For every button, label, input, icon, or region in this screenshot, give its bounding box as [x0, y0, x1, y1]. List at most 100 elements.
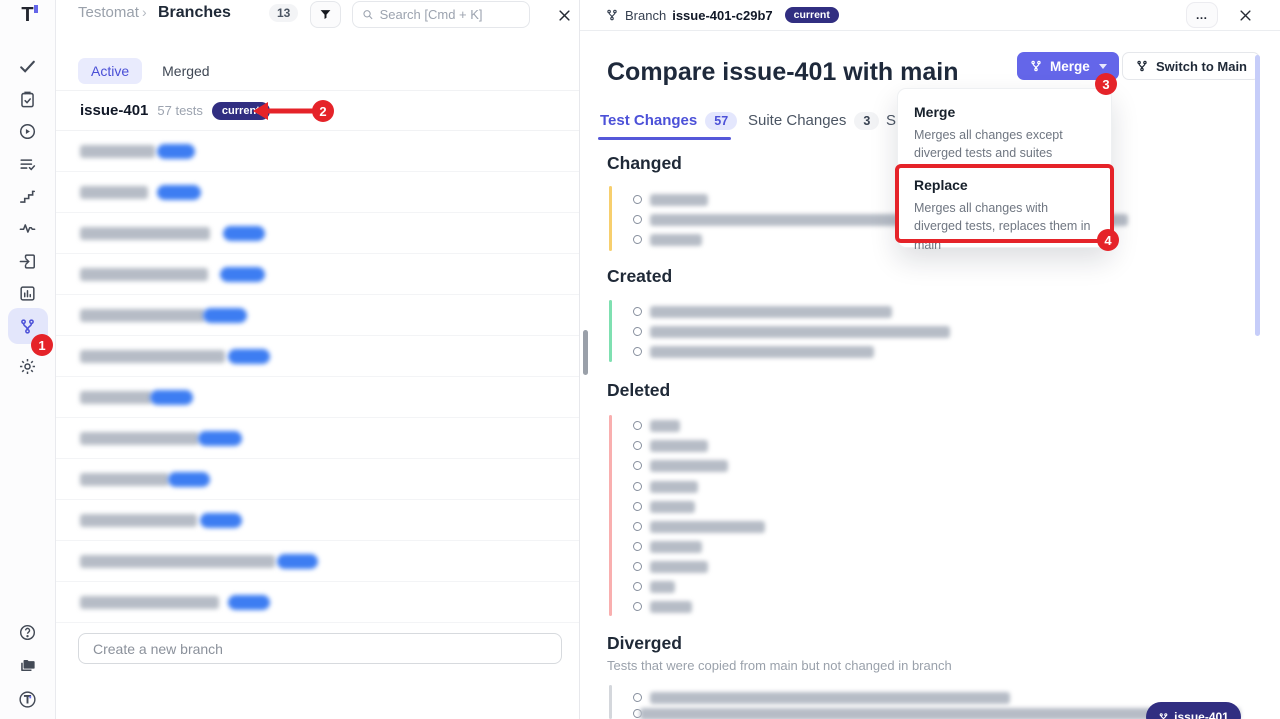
branch-row[interactable] [56, 541, 579, 582]
redacted-test-title [650, 501, 695, 513]
drawer-scrollbar-handle[interactable] [583, 330, 588, 375]
redacted-branch-badge [203, 308, 247, 323]
branch-tests-count: 57 tests [157, 103, 203, 118]
play-circle-icon[interactable] [15, 118, 41, 144]
projects-folder-icon[interactable] [15, 652, 41, 678]
section-title-diverged: Diverged [607, 633, 682, 653]
redacted-branch-name [80, 391, 152, 404]
redacted-test-title [650, 481, 698, 493]
search-box[interactable] [352, 1, 530, 28]
panel-scrollbar[interactable] [1255, 55, 1260, 336]
annotation-highlight-box [895, 164, 1114, 243]
bar-chart-icon[interactable] [15, 280, 41, 306]
pulse-icon[interactable] [15, 215, 41, 241]
check-nav-icon[interactable] [15, 53, 41, 79]
branch-row[interactable] [56, 131, 579, 172]
test-state-bullet [633, 441, 642, 450]
branches-count-badge: 13 [269, 4, 299, 22]
chevron-down-icon [1098, 63, 1107, 69]
redacted-branch-badge [228, 349, 270, 364]
branch-row-current[interactable]: issue-401 57 tests current [56, 91, 579, 131]
search-input[interactable] [379, 7, 520, 22]
panel-close-icon[interactable] [1234, 4, 1256, 26]
branch-row[interactable] [56, 500, 579, 541]
redacted-test-title [650, 460, 728, 472]
tab-merged[interactable]: Merged [162, 63, 210, 79]
redacted-test-title [650, 234, 702, 246]
branch-row[interactable] [56, 459, 579, 500]
breadcrumb-app[interactable]: Testomat [78, 4, 139, 21]
branch-row[interactable] [56, 295, 579, 336]
branch-row[interactable] [56, 336, 579, 377]
current-branch-pill-label: issue-401 [1174, 710, 1229, 719]
more-options-button[interactable]: … [1186, 2, 1218, 28]
redacted-branch-badge [220, 267, 265, 282]
redacted-branch-name [80, 432, 199, 445]
test-state-bullet [633, 542, 642, 551]
redacted-branch-name [80, 596, 219, 609]
branch-row[interactable] [56, 377, 579, 418]
test-state-bullet [633, 307, 642, 316]
clipboard-check-icon[interactable] [15, 86, 41, 112]
settings-gear-icon[interactable] [15, 353, 41, 379]
help-icon[interactable] [15, 619, 41, 645]
redacted-branch-name [80, 227, 210, 240]
section-title-changed: Changed [607, 153, 682, 173]
steps-icon[interactable] [15, 183, 41, 209]
redacted-branch-badge [277, 554, 318, 569]
tab-third-truncated[interactable]: S [886, 112, 896, 129]
branches-nav-icon[interactable] [15, 313, 41, 339]
switch-button-label: Switch to Main [1156, 58, 1247, 74]
funnel-icon [320, 10, 331, 20]
redacted-branch-badge [198, 431, 242, 446]
redacted-branch-name [80, 309, 205, 322]
redacted-branch-name [80, 555, 275, 568]
redacted-test-title [650, 346, 874, 358]
branch-row[interactable] [56, 213, 579, 254]
drawer-close-icon[interactable] [552, 3, 576, 27]
import-run-icon[interactable] [15, 248, 41, 274]
tab-test-changes[interactable]: Test Changes 57 [600, 112, 738, 130]
merge-button-label: Merge [1050, 58, 1090, 74]
redacted-test-title [650, 541, 702, 553]
test-state-bullet [633, 582, 642, 591]
tab-active[interactable]: Active [78, 58, 143, 84]
redacted-test-title [650, 326, 950, 338]
test-state-bullet [633, 562, 642, 571]
redacted-branch-badge [228, 595, 270, 610]
current-badge: current [211, 101, 270, 120]
branch-list: issue-401 57 tests current [56, 90, 579, 623]
test-state-bullet [633, 215, 642, 224]
list-check-icon[interactable] [15, 151, 41, 177]
test-state-bullet [633, 327, 642, 336]
current-badge: current [784, 7, 839, 23]
create-branch-input[interactable] [78, 633, 562, 664]
account-logo-icon[interactable] [15, 686, 41, 712]
branch-name: issue-401-c29b7 [672, 7, 773, 23]
section-title-created: Created [607, 266, 673, 286]
changed-section-bar [609, 186, 612, 251]
tab-count-badge: 57 [705, 112, 738, 130]
filter-button[interactable] [310, 1, 341, 28]
branch-row[interactable] [56, 172, 579, 213]
sidebar: T [0, 0, 56, 719]
current-branch-pill[interactable]: issue-401 [1146, 702, 1241, 719]
test-state-bullet [633, 195, 642, 204]
redacted-branch-name [80, 186, 148, 199]
test-state-bullet [633, 482, 642, 491]
section-title-deleted: Deleted [607, 380, 671, 400]
branch-icon [1159, 712, 1168, 719]
branch-row[interactable] [56, 418, 579, 459]
test-state-bullet [633, 461, 642, 470]
search-icon [363, 10, 373, 20]
branch-row[interactable] [56, 254, 579, 295]
redacted-branch-badge [223, 226, 265, 241]
redacted-test-title [640, 708, 1240, 719]
switch-to-main-button[interactable]: Switch to Main [1122, 52, 1260, 80]
branch-row[interactable] [56, 582, 579, 623]
tab-suite-changes[interactable]: Suite Changes 3 [748, 112, 880, 130]
menu-item-merge[interactable]: Merge Merges all changes except diverged… [914, 104, 1095, 162]
testomat-logo[interactable]: T [15, 2, 41, 28]
tab-label: S [886, 112, 897, 129]
